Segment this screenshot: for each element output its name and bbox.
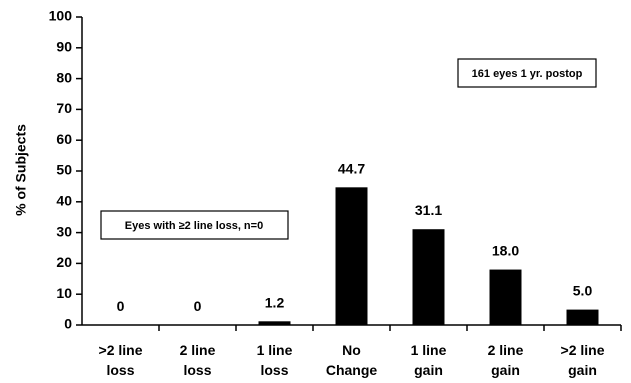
y-tick-label: 20 xyxy=(56,254,72,270)
data-label: 0 xyxy=(117,298,125,314)
data-label: 1.2 xyxy=(265,294,285,310)
y-tick-label: 40 xyxy=(56,193,72,209)
x-category-label: No Change xyxy=(326,342,378,378)
bar xyxy=(412,229,445,325)
data-label: 31.1 xyxy=(415,202,442,218)
data-label: 18.0 xyxy=(492,243,519,259)
x-category-label: >2 line loss xyxy=(99,342,143,378)
y-tick-label: 80 xyxy=(56,69,72,85)
data-label: 44.7 xyxy=(338,160,365,176)
y-tick-label: 100 xyxy=(49,8,73,24)
y-tick-label: 30 xyxy=(56,223,72,239)
y-tick-label: 0 xyxy=(64,316,72,332)
bar xyxy=(258,321,291,325)
annotation-line-loss-text: Eyes with ≥2 line loss, n=0 xyxy=(125,220,263,232)
y-axis-title: % of Subjects xyxy=(13,124,29,216)
x-category-label: 1 line loss xyxy=(257,342,293,378)
data-label: 0 xyxy=(194,298,202,314)
y-tick-label: 90 xyxy=(56,39,72,55)
y-tick-label: 10 xyxy=(56,285,72,301)
annotation-line-loss: Eyes with ≥2 line loss, n=0 xyxy=(100,210,289,240)
bar xyxy=(335,187,368,325)
annotation-postop: 161 eyes 1 yr. postop xyxy=(457,58,597,88)
x-category-label: 2 line loss xyxy=(180,342,216,378)
x-category-label: 2 line gain xyxy=(488,342,524,378)
y-tick-label: 70 xyxy=(56,100,72,116)
data-label: 5.0 xyxy=(573,283,593,299)
bar xyxy=(489,269,522,325)
annotation-postop-text: 161 eyes 1 yr. postop xyxy=(472,68,583,80)
x-category-label: 1 line gain xyxy=(411,342,447,378)
y-tick-label: 50 xyxy=(56,162,72,178)
y-tick-label: 60 xyxy=(56,131,72,147)
bar xyxy=(566,309,599,325)
x-category-label: >2 line gain xyxy=(561,342,605,378)
